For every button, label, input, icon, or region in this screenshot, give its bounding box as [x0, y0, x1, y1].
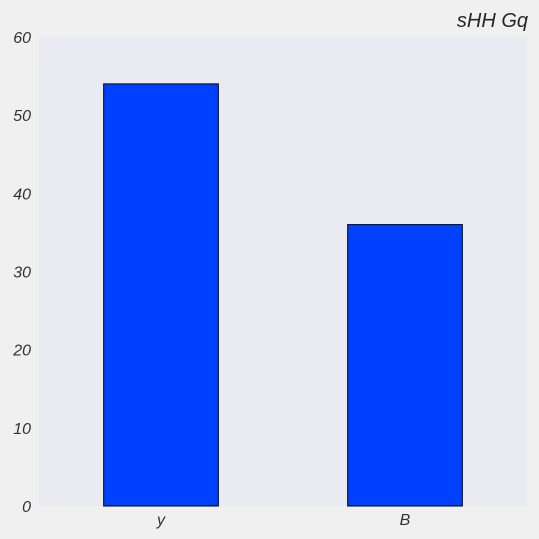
y-tick-label: 60: [13, 30, 31, 47]
bar-y: [103, 83, 219, 507]
bars: [103, 83, 463, 507]
x-tick-label: y: [156, 512, 166, 529]
bar-B: [347, 224, 463, 507]
y-tick-label: 30: [13, 265, 31, 282]
chart-title: sHH Gq: [457, 10, 528, 32]
y-tick-label: 10: [13, 421, 31, 438]
y-tick-label: 20: [12, 343, 31, 360]
y-axis: 0 10 20 30 40 50 60: [12, 30, 31, 516]
y-tick-label: 50: [13, 108, 31, 125]
x-tick-label: B: [400, 512, 411, 529]
y-tick-label: 40: [13, 186, 31, 203]
y-tick-label: 0: [22, 499, 31, 516]
